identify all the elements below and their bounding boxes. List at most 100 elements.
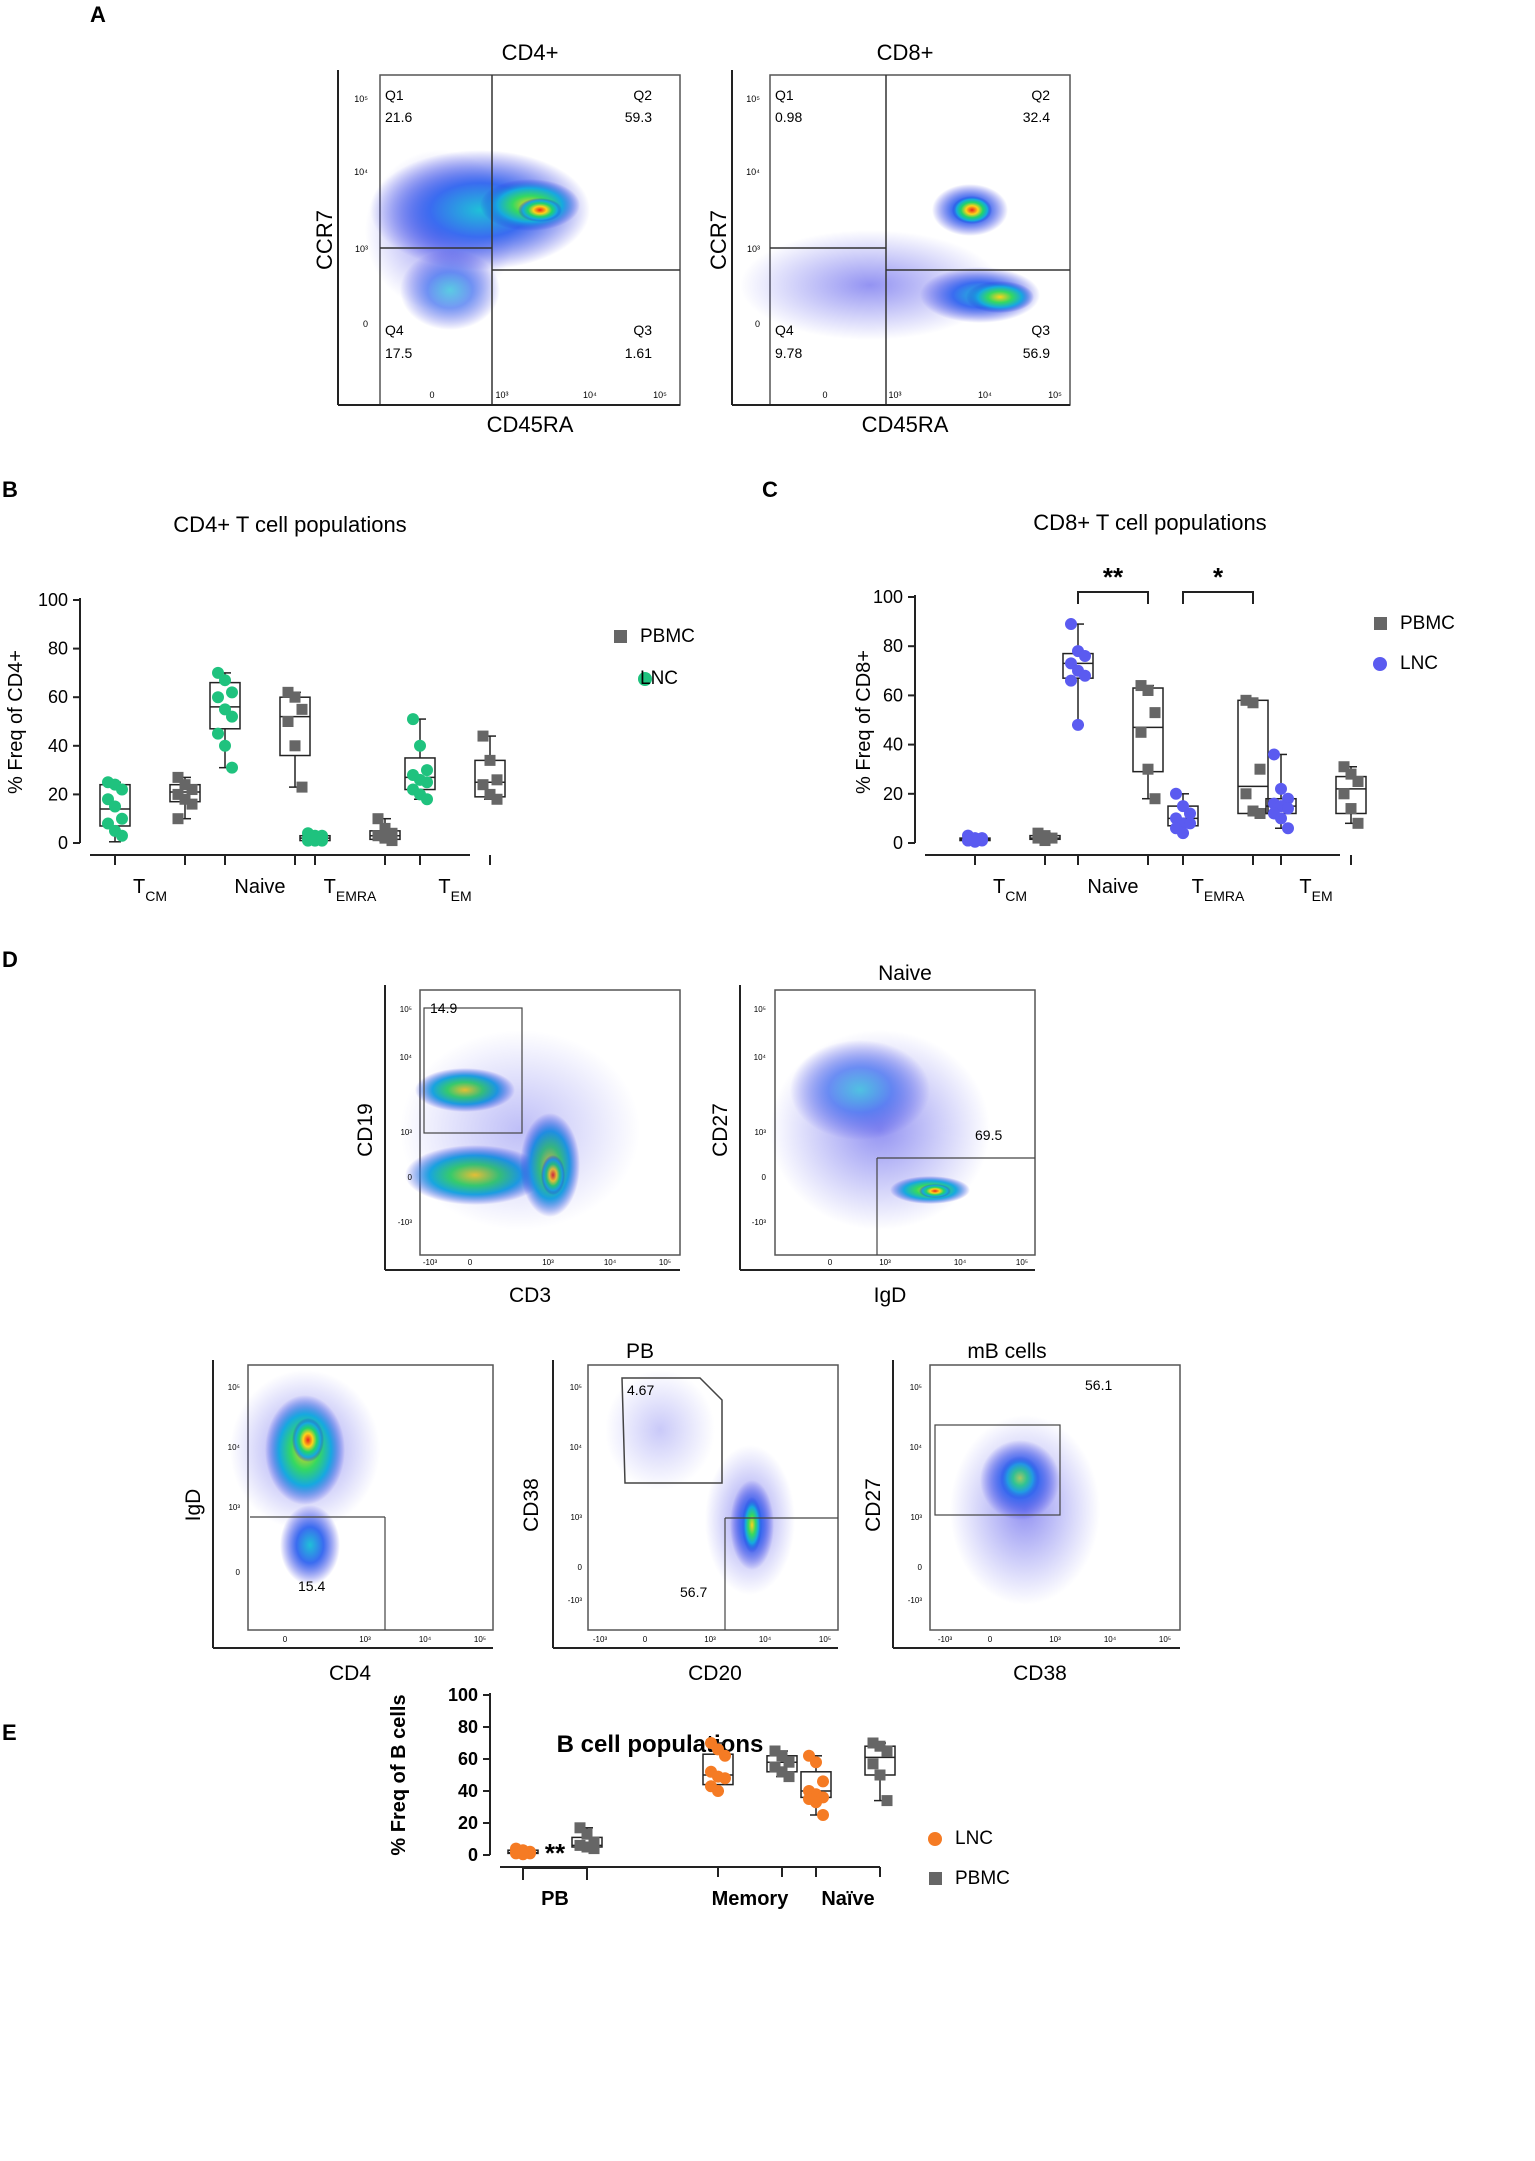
data-point-lnc	[1282, 822, 1294, 835]
density-cloud	[770, 1030, 990, 1230]
x-tick-label: -10³	[423, 1258, 438, 1267]
data-point-lnc	[421, 793, 433, 806]
y-tick-label: 0	[236, 1568, 241, 1577]
gate-value: 4.67	[627, 1382, 654, 1398]
data-point-pbmc	[179, 779, 191, 791]
flow-plot-igd-cd4: 15.4 10⁵ 10⁴ 10³ 0 0 10³ 10⁴ 10⁵ CD4 IgD	[182, 1360, 494, 1685]
data-point-lnc	[1079, 650, 1091, 663]
y-tick-label: 10³	[754, 1128, 766, 1137]
data-point-pbmc	[477, 730, 489, 742]
x-tick-label: TCM	[133, 876, 167, 904]
y-axis-label: % Freq of CD4+	[5, 650, 27, 794]
significance-bracket	[522, 1867, 588, 1880]
y-tick-label: 10⁴	[400, 1053, 413, 1062]
y-tick-label: 100	[448, 1685, 478, 1705]
data-point-pbmc	[1247, 805, 1259, 817]
y-tick-label: 0	[363, 319, 368, 329]
data-point-lnc	[1072, 718, 1084, 731]
chart-title: CD8+ T cell populations	[1033, 510, 1266, 535]
x-tick-label: 0	[643, 1635, 648, 1644]
data-point-pbmc	[769, 1761, 781, 1773]
flow-plot-title: mB cells	[967, 1340, 1046, 1363]
data-point-lnc	[1184, 817, 1196, 830]
y-tick-label: -10³	[398, 1218, 413, 1227]
density-cloud	[365, 150, 590, 330]
x-tick-label: 10⁵	[474, 1635, 486, 1644]
y-axis-label: % Freq of B cells	[388, 1694, 410, 1855]
data-point-lnc	[226, 710, 238, 723]
x-tick-label: 10⁴	[954, 1258, 967, 1267]
data-point-pbmc	[574, 1822, 586, 1834]
y-tick-label: 10⁵	[910, 1383, 922, 1392]
y-tick-label: 0	[893, 833, 903, 853]
panel-label-e: E	[2, 1720, 17, 1745]
quadrant-name: Q4	[385, 322, 404, 338]
x-tick-label: 10⁵	[1016, 1258, 1028, 1267]
legend-marker-1	[1374, 617, 1387, 630]
legend-marker-2	[1373, 657, 1387, 671]
x-axis-label: CD38	[1013, 1662, 1067, 1685]
data-point-pbmc	[186, 784, 198, 796]
data-point-pbmc	[379, 822, 391, 834]
data-point-pbmc	[783, 1756, 795, 1768]
data-point-lnc	[1065, 674, 1077, 687]
x-axis-label: CD45RA	[862, 412, 949, 437]
data-point-pbmc	[776, 1766, 788, 1778]
y-axis-label: CD38	[520, 1478, 543, 1532]
data-point-pbmc	[491, 774, 503, 786]
data-point-pbmc	[1254, 763, 1266, 775]
gate-value: 14.9	[430, 1000, 457, 1016]
y-tick-label: 60	[48, 687, 68, 707]
data-point-pbmc	[1149, 793, 1161, 805]
x-tick-label: 10³	[542, 1258, 554, 1267]
flow-plot-cd27-cd38: mB cells 56.1 10⁵ 10⁴ 10³ 0 -10³ -10³ 0 …	[862, 1340, 1181, 1685]
data-point-pbmc	[783, 1771, 795, 1783]
quadrant-name: Q3	[633, 322, 652, 338]
density-cloud	[230, 1370, 380, 1585]
y-tick-label: 10⁵	[354, 94, 368, 104]
data-point-pbmc	[1142, 763, 1154, 775]
y-axis-label: CD27	[709, 1103, 732, 1157]
data-point-lnc	[517, 1848, 529, 1861]
x-tick-label: -10³	[938, 1635, 953, 1644]
quadrant-value: 17.5	[385, 345, 412, 361]
data-point-pbmc	[574, 1839, 586, 1851]
legend-label: LNC	[1400, 653, 1438, 674]
y-tick-label: 10⁵	[754, 1005, 766, 1014]
x-tick-label: 10⁵	[659, 1258, 671, 1267]
data-point-pbmc	[484, 788, 496, 800]
panel-label-a: A	[90, 2, 106, 27]
data-point-lnc	[712, 1785, 724, 1797]
flow-plot-title: Naive	[878, 962, 932, 985]
x-tick-label: 10⁴	[419, 1635, 432, 1644]
plot-frame	[587, 1364, 839, 1631]
legend-label: PBMC	[1400, 613, 1455, 634]
y-axis-label: CCR7	[312, 210, 337, 270]
legend-marker-2	[638, 672, 652, 686]
data-point-pbmc	[386, 827, 398, 839]
data-point-lnc	[407, 713, 419, 726]
data-point-pbmc	[1240, 788, 1252, 800]
x-axis-label: CD3	[509, 1284, 551, 1307]
data-point-lnc	[226, 761, 238, 774]
significance-label: **	[545, 1838, 566, 1868]
box-chart-b-cells: B cell populations% Freq of B cells 02040…	[388, 1685, 1010, 1910]
y-tick-label: 80	[458, 1717, 478, 1737]
data-point-pbmc	[1338, 761, 1350, 773]
data-point-pbmc	[379, 832, 391, 844]
data-point-pbmc	[179, 793, 191, 805]
panel-label-d: D	[2, 947, 18, 972]
y-tick-label: 10⁴	[228, 1443, 241, 1452]
x-tick-label: TEMRA	[324, 876, 377, 904]
x-tick-label: 10⁴	[604, 1258, 617, 1267]
y-tick-label: 10⁴	[570, 1443, 583, 1452]
x-tick-label: PB	[541, 1888, 569, 1910]
x-tick-label: TEM	[438, 876, 471, 904]
y-tick-label: 10³	[570, 1513, 582, 1522]
data-point-pbmc	[1046, 832, 1058, 844]
chart-title: CD4+ T cell populations	[173, 512, 406, 537]
gate-rectangle	[423, 1007, 523, 1134]
data-point-pbmc	[1149, 707, 1161, 719]
y-tick-label: 10⁵	[570, 1383, 582, 1392]
data-point-pbmc	[881, 1795, 893, 1807]
